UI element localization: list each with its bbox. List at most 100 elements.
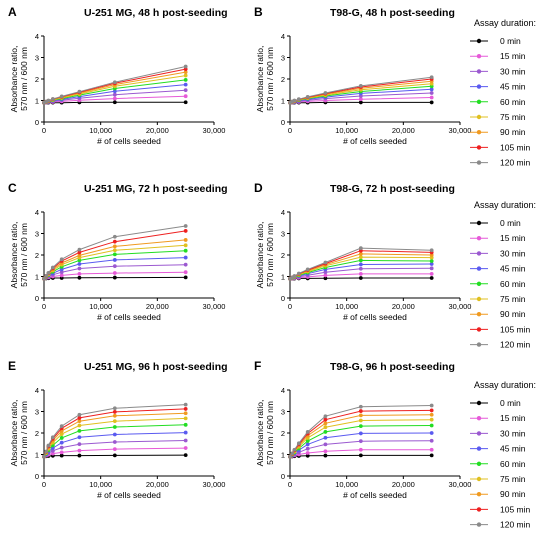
data-point — [358, 439, 363, 444]
legend-swatch-marker — [476, 160, 482, 165]
data-point — [358, 100, 363, 105]
series-0-min — [42, 453, 188, 459]
y-tick-label: 3 — [35, 407, 39, 416]
data-point — [358, 266, 363, 271]
data-point — [296, 271, 301, 276]
data-point — [50, 435, 55, 440]
data-point — [59, 432, 64, 436]
y-axis-label-line: Absorbance ratio, — [255, 400, 265, 467]
legend-item: 60 min — [470, 97, 526, 107]
data-point — [429, 75, 434, 80]
legend-swatch-marker — [476, 296, 482, 302]
legend-swatch-marker — [476, 145, 482, 150]
data-point — [358, 258, 363, 263]
data-point — [323, 430, 328, 434]
panel-letter: A — [8, 5, 17, 19]
data-point — [46, 443, 51, 448]
y-tick-label: 4 — [281, 208, 285, 217]
series-120-min — [42, 402, 188, 459]
y-axis-label-line: Absorbance ratio, — [255, 46, 265, 113]
data-point — [77, 275, 82, 280]
data-point — [183, 77, 188, 82]
data-point — [112, 453, 117, 458]
data-point — [429, 412, 434, 417]
data-point — [59, 94, 64, 99]
data-point — [183, 94, 188, 99]
data-point — [183, 229, 188, 233]
data-point — [77, 250, 82, 255]
y-tick-label: 2 — [35, 429, 39, 438]
legend-item: 0 min — [470, 218, 521, 228]
data-point — [112, 248, 117, 253]
legend-swatch-marker — [476, 251, 482, 256]
legend-swatch-marker — [476, 281, 482, 286]
y-tick-label: 4 — [35, 386, 39, 395]
data-point — [183, 64, 188, 69]
x-axis-label: # of cells seeded — [343, 490, 407, 500]
data-point — [429, 423, 434, 428]
y-tick-label: 3 — [35, 229, 39, 238]
legend-item: 75 min — [470, 112, 526, 122]
legend-swatch-marker — [476, 327, 482, 332]
x-tick-label: 10,000 — [335, 126, 358, 135]
data-point — [323, 442, 328, 447]
legend-label: 30 min — [500, 428, 526, 438]
data-point — [358, 424, 363, 429]
x-tick-label: 30,000 — [203, 480, 226, 489]
legend-swatch-marker — [476, 54, 482, 59]
data-point — [44, 273, 49, 278]
data-point — [429, 417, 434, 422]
series-120-min — [288, 75, 434, 105]
panel-title: T98-G, 48 h post-seeding — [330, 7, 455, 19]
legend-label: 120 min — [500, 340, 531, 350]
y-tick-label: 2 — [281, 429, 285, 438]
legend-swatch-marker — [476, 236, 482, 241]
x-tick-label: 0 — [42, 480, 46, 489]
y-tick-label: 0 — [35, 294, 39, 303]
data-point — [77, 272, 82, 276]
legend-swatch-marker — [476, 492, 482, 497]
legend-item: 90 min — [470, 127, 526, 137]
data-point — [429, 403, 434, 408]
y-tick-label: 3 — [35, 53, 39, 62]
legend-swatch-marker — [476, 38, 482, 44]
legend-label: 90 min — [500, 489, 526, 499]
legend-swatch-marker — [476, 69, 482, 74]
x-tick-label: 20,000 — [146, 126, 169, 135]
data-point — [112, 440, 117, 444]
panel-letter: B — [254, 5, 263, 19]
data-point — [305, 430, 310, 434]
data-point — [59, 445, 64, 450]
data-point — [183, 238, 188, 242]
legend-swatch-marker — [476, 99, 482, 105]
legend-title: Assay duration: — [474, 200, 536, 210]
data-point — [429, 262, 434, 266]
data-point — [429, 276, 434, 280]
data-point — [50, 448, 55, 453]
data-point — [112, 239, 117, 244]
x-axis-label: # of cells seeded — [97, 490, 161, 500]
legend-item: 75 min — [470, 474, 526, 484]
panel-letter: F — [254, 359, 261, 373]
x-axis-label: # of cells seeded — [97, 136, 161, 146]
data-point — [112, 425, 117, 429]
data-point — [183, 73, 188, 78]
data-point — [288, 454, 292, 459]
data-point — [183, 430, 188, 435]
y-tick-label: 2 — [281, 75, 285, 84]
data-point — [59, 424, 64, 429]
data-point — [59, 436, 64, 440]
series-0-min — [288, 453, 434, 459]
data-point — [112, 234, 117, 239]
legend-item: 120 min — [470, 520, 531, 530]
panel-f: F T98-G, 96 h post-seeding 0 1 2 3 4 0 10,000 20,… — [254, 359, 471, 500]
y-tick-label: 3 — [281, 229, 285, 238]
data-point — [183, 255, 188, 260]
legend-label: 15 min — [500, 413, 526, 423]
y-tick-label: 1 — [35, 96, 39, 105]
data-point — [358, 255, 363, 260]
legend-item: 60 min — [470, 279, 526, 289]
data-point — [77, 453, 82, 458]
x-tick-label: 10,000 — [89, 126, 112, 135]
